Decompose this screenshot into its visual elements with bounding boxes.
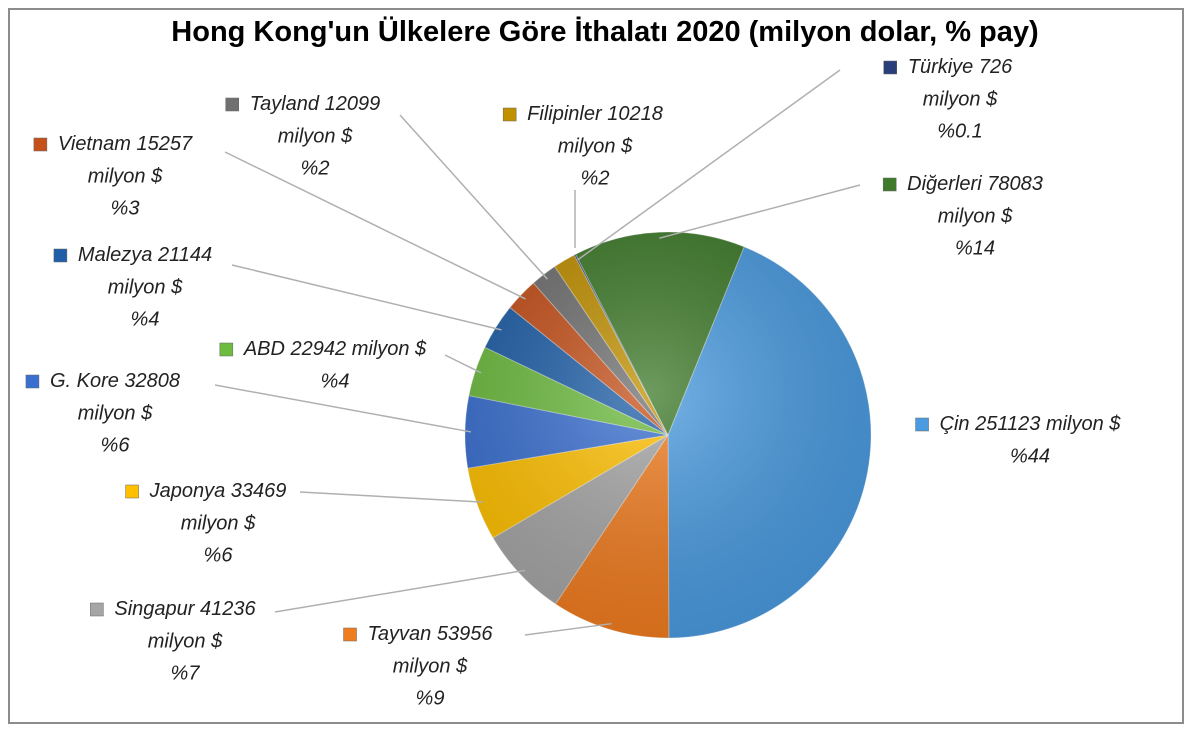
leader-line bbox=[659, 184, 861, 239]
percent-label: %44 bbox=[1010, 445, 1050, 467]
unit-label: milyon $ bbox=[78, 402, 153, 424]
percent-label: %14 bbox=[955, 237, 995, 259]
percent-label: %6 bbox=[204, 544, 234, 566]
percent-label: %3 bbox=[111, 197, 140, 219]
value-label: 33469 bbox=[231, 480, 287, 502]
legend-key bbox=[225, 97, 239, 112]
category-label: Diğerleri bbox=[907, 173, 982, 195]
category-label: Tayvan bbox=[368, 623, 432, 645]
percent-label: %6 bbox=[101, 434, 131, 456]
value-label: 32808 bbox=[124, 370, 180, 392]
category-label: Japonya bbox=[149, 480, 226, 502]
leader-line bbox=[274, 569, 525, 613]
percent-label: %4 bbox=[321, 370, 350, 392]
legend-key bbox=[33, 137, 48, 152]
category-label: Çin bbox=[940, 413, 970, 435]
value-label: 15257 bbox=[136, 133, 192, 155]
data-label: ABD 22942 milyon $ bbox=[243, 338, 427, 360]
percent-label: %4 bbox=[131, 308, 160, 330]
data-label: Japonya 33469 bbox=[149, 480, 287, 502]
unit-label: milyon $ bbox=[88, 165, 163, 187]
value-label: 10218 bbox=[607, 103, 663, 125]
leader-line bbox=[224, 151, 526, 300]
leader-line bbox=[399, 114, 549, 280]
category-label: ABD bbox=[243, 338, 285, 360]
data-label: Vietnam 15257 bbox=[58, 133, 193, 155]
category-label: Singapur bbox=[114, 598, 195, 620]
category-label: Vietnam bbox=[58, 133, 131, 155]
leader-line bbox=[214, 384, 472, 433]
legend-key bbox=[219, 342, 234, 357]
data-label: Malezya 21144 bbox=[78, 244, 212, 266]
leader-line bbox=[444, 354, 482, 374]
data-label: Çin 251123 milyon $ bbox=[940, 413, 1122, 435]
value-label: 53956 bbox=[437, 623, 493, 645]
legend-key bbox=[882, 177, 897, 192]
value-label: 41236 bbox=[200, 598, 256, 620]
unit-label: milyon $ bbox=[108, 276, 183, 298]
value-label: 21144 bbox=[157, 244, 212, 266]
percent-label: %2 bbox=[301, 157, 330, 179]
legend-key bbox=[502, 107, 517, 122]
data-label: G. Kore 32808 bbox=[50, 370, 180, 392]
unit-label: milyon $ bbox=[148, 630, 223, 652]
legend-key bbox=[125, 484, 139, 499]
category-label: Filipinler bbox=[527, 103, 603, 125]
category-label: Tayland bbox=[250, 93, 320, 115]
data-label: Tayvan 53956 bbox=[368, 623, 494, 645]
data-label: Diğerleri 78083 bbox=[907, 173, 1043, 195]
legend-key bbox=[53, 248, 68, 263]
unit-label: milyon $ bbox=[181, 512, 256, 534]
data-label: Tayland 12099 bbox=[250, 93, 381, 115]
legend-key bbox=[343, 627, 357, 642]
value-label: 251123 bbox=[974, 413, 1040, 435]
leader-line bbox=[524, 622, 612, 636]
category-label: G. Kore bbox=[50, 370, 119, 392]
unit-label: milyon $ bbox=[1046, 413, 1121, 435]
chart-frame bbox=[8, 8, 1184, 724]
value-label: 22942 bbox=[290, 338, 347, 360]
value-label: 726 bbox=[979, 56, 1013, 78]
percent-label: %7 bbox=[171, 662, 201, 684]
unit-label: milyon $ bbox=[923, 88, 998, 110]
leader-line bbox=[577, 69, 841, 261]
leader-line bbox=[231, 264, 502, 331]
value-label: 78083 bbox=[987, 173, 1043, 195]
unit-label: milyon $ bbox=[393, 655, 468, 677]
data-label: Singapur 41236 bbox=[114, 598, 256, 620]
legend-key bbox=[90, 602, 104, 617]
category-label: Malezya bbox=[78, 244, 152, 266]
data-label: Türkiye 726 bbox=[908, 56, 1013, 78]
data-label: Filipinler 10218 bbox=[527, 103, 663, 125]
unit-label: milyon $ bbox=[352, 338, 427, 360]
unit-label: milyon $ bbox=[278, 125, 353, 147]
leader-line bbox=[299, 491, 483, 503]
legend-key bbox=[883, 60, 897, 75]
legend-key bbox=[25, 374, 40, 389]
category-label: Türkiye bbox=[908, 56, 974, 78]
legend-key bbox=[915, 417, 929, 432]
percent-label: %9 bbox=[416, 687, 445, 709]
unit-label: milyon $ bbox=[558, 135, 633, 157]
percent-label: %2 bbox=[581, 167, 610, 189]
chart-title: Hong Kong'un Ülkelere Göre İthalatı 2020… bbox=[171, 16, 1039, 48]
percent-label: %0.1 bbox=[937, 120, 983, 142]
value-label: 12099 bbox=[325, 93, 381, 115]
unit-label: milyon $ bbox=[938, 205, 1013, 227]
